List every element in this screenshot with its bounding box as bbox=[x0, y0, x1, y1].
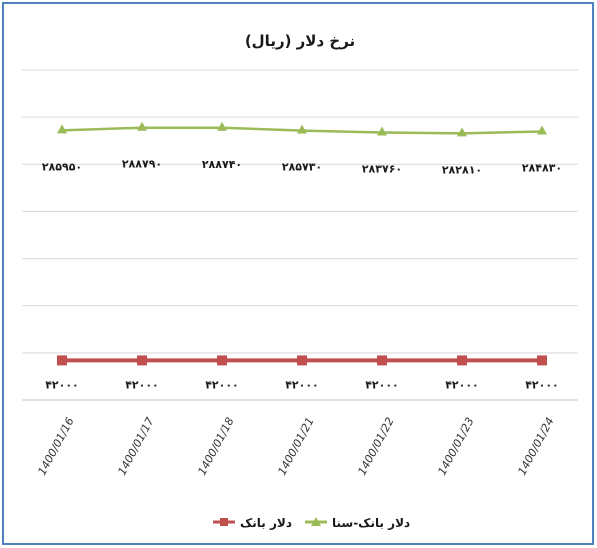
legend-item-bank: دلار بانک bbox=[213, 516, 292, 530]
data-label: ۴۲۰۰۰ bbox=[365, 378, 399, 391]
data-label: ۴۲۰۰۰ bbox=[205, 378, 239, 391]
data-label: ۴۲۰۰۰ bbox=[285, 378, 319, 391]
data-point bbox=[57, 355, 67, 366]
data-labels: ۲۸۵۹۵۰ ۲۸۸۷۹۰ ۲۸۸۷۴۰ ۲۸۵۷۳۰ ۲۸۳۷۶۰ ۲۸۲۸۱۰ ۲۸۴۸… bbox=[42, 158, 562, 392]
data-label: ۴۲۰۰۰ bbox=[445, 378, 479, 391]
data-label: ۴۲۰۰۰ bbox=[45, 378, 79, 391]
legend-label-sana: دلار بانک-سنا bbox=[332, 516, 410, 530]
data-label: ۲۸۲۸۱۰ bbox=[442, 163, 482, 176]
data-point bbox=[457, 355, 467, 366]
data-point bbox=[297, 124, 307, 134]
data-point bbox=[377, 355, 387, 366]
data-point bbox=[537, 355, 547, 366]
legend-marker-bank bbox=[220, 518, 228, 526]
legend-item-sana: دلار بانک-سنا bbox=[305, 516, 410, 530]
data-label: ۴۲۰۰۰ bbox=[525, 378, 559, 391]
data-point bbox=[377, 126, 387, 136]
data-point bbox=[57, 124, 67, 134]
data-point bbox=[137, 355, 147, 366]
data-point bbox=[137, 121, 147, 131]
data-label: ۲۸۸۷۹۰ bbox=[122, 158, 162, 171]
data-point bbox=[217, 355, 227, 366]
data-point bbox=[297, 355, 307, 366]
legend-marker-sana bbox=[311, 517, 321, 526]
data-label: ۴۲۰۰۰ bbox=[125, 378, 159, 391]
series-markers bbox=[57, 121, 547, 366]
data-label: ۲۸۴۸۳۰ bbox=[522, 161, 562, 174]
data-label: ۲۸۳۷۶۰ bbox=[362, 162, 402, 175]
data-label: ۲۸۸۷۴۰ bbox=[202, 158, 242, 171]
legend: دلار بانک دلار بانک-سنا bbox=[213, 516, 410, 530]
chart-title: نرخ دلار (ریال) bbox=[245, 32, 355, 50]
data-point bbox=[537, 125, 547, 135]
data-label: ۲۸۵۷۳۰ bbox=[282, 161, 322, 174]
data-point bbox=[217, 121, 227, 131]
data-label: ۲۸۵۹۵۰ bbox=[42, 160, 82, 173]
legend-label-bank: دلار بانک bbox=[240, 516, 292, 530]
data-point bbox=[457, 127, 467, 137]
gridlines bbox=[22, 69, 578, 401]
